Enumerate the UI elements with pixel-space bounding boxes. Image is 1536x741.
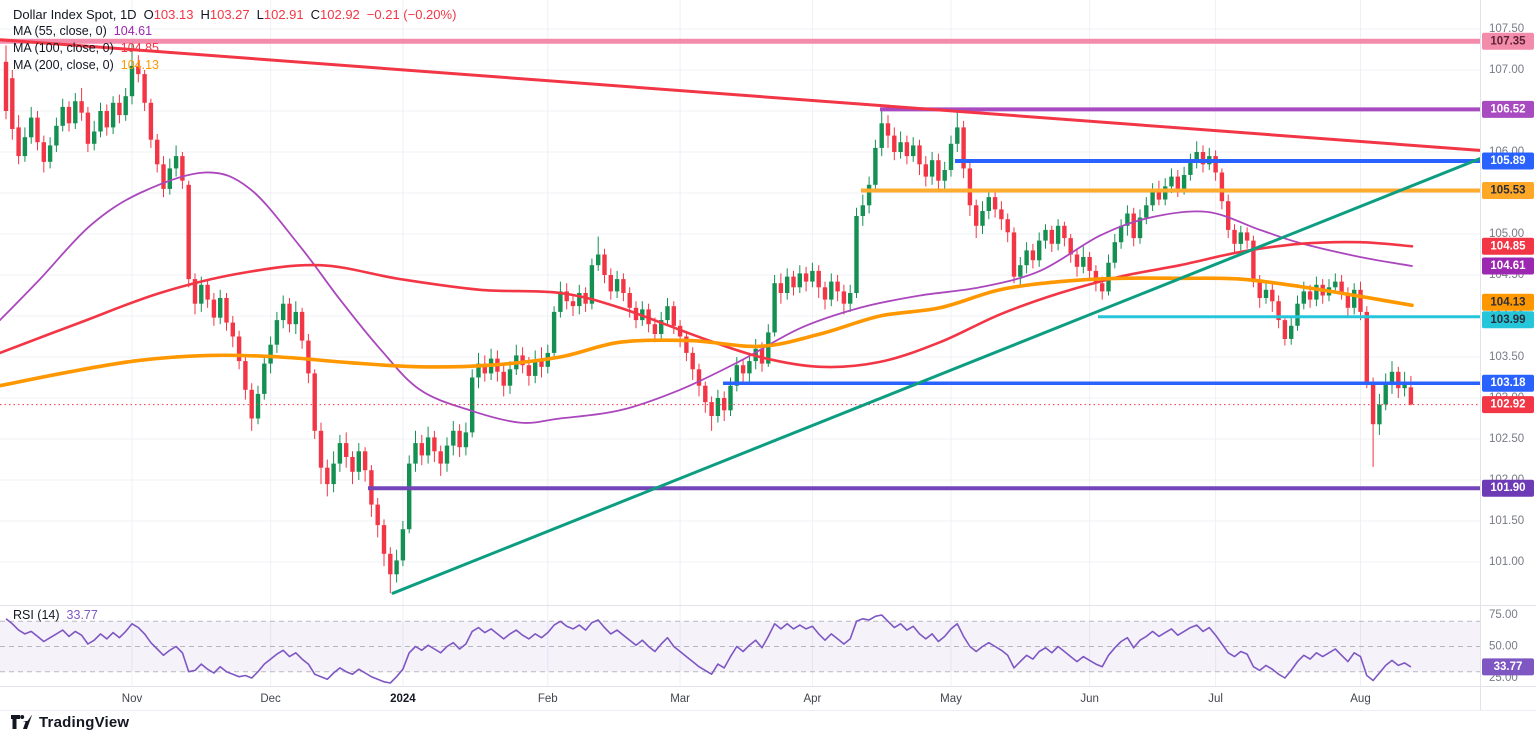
symbol-title-row[interactable]: Dollar Index Spot, 1D O103.13 H103.27 L102.…: [13, 6, 456, 23]
svg-text:105.00: 105.00: [1489, 228, 1524, 240]
svg-text:103.50: 103.50: [1489, 351, 1524, 363]
time-axis[interactable]: Nov Dec 2024 Feb Mar Apr May Jun Jul Aug: [122, 693, 1371, 705]
svg-text:50.00: 50.00: [1489, 641, 1518, 653]
svg-text:104.85: 104.85: [1490, 240, 1526, 252]
price-axis-labels: 107.35 106.52 105.89 105.53 104.85 104.61 104.…: [1482, 32, 1534, 676]
svg-text:106.52: 106.52: [1490, 103, 1525, 115]
ohlc-open-key: O: [143, 7, 154, 22]
ma100-label: MA (100, close, 0): [13, 41, 114, 55]
svg-text:Apr: Apr: [803, 693, 821, 705]
svg-text:101.50: 101.50: [1489, 515, 1524, 527]
ohlc-low-value: 102.91: [263, 7, 304, 22]
ma55-legend-row[interactable]: MA (55, close, 0) 104.61: [13, 23, 456, 40]
rsi-legend-row[interactable]: RSI (14) 33.77: [13, 607, 98, 623]
svg-text:104.13: 104.13: [1490, 296, 1525, 308]
svg-text:33.77: 33.77: [1494, 661, 1523, 673]
svg-text:101.00: 101.00: [1489, 556, 1524, 568]
ma-55-line[interactable]: [0, 171, 1413, 424]
svg-text:101.90: 101.90: [1490, 482, 1525, 494]
ma55-label: MA (55, close, 0): [13, 24, 107, 38]
svg-text:Mar: Mar: [670, 693, 690, 705]
ohlc-low-key: L: [256, 7, 264, 22]
ohlc-open-value: 103.13: [153, 7, 194, 22]
ma200-label: MA (200, close, 0): [13, 58, 114, 72]
price-change: −0.21 (−0.20%): [366, 7, 457, 22]
trendline-ascending-support[interactable]: [391, 157, 1482, 595]
symbol-legend: Dollar Index Spot, 1D O103.13 H103.27 L102.…: [13, 6, 456, 74]
svg-text:103.99: 103.99: [1490, 314, 1525, 326]
ohlc-close-value: 102.92: [320, 7, 360, 22]
trendline-descending-resistance[interactable]: [0, 38, 1482, 152]
svg-text:Jun: Jun: [1080, 693, 1099, 705]
svg-text:Aug: Aug: [1350, 693, 1370, 705]
svg-text:103.18: 103.18: [1490, 377, 1526, 389]
tradingview-brand-text: TradingView: [39, 713, 130, 731]
svg-text:75.00: 75.00: [1489, 609, 1518, 621]
ma-100-line[interactable]: [0, 240, 1414, 369]
ma200-value: 104.13: [120, 58, 159, 72]
rsi-value: 33.77: [66, 608, 98, 622]
svg-text:Jul: Jul: [1208, 693, 1223, 705]
svg-text:102.92: 102.92: [1490, 399, 1525, 411]
svg-text:May: May: [940, 693, 962, 705]
svg-text:105.53: 105.53: [1490, 185, 1525, 197]
svg-text:Dec: Dec: [260, 693, 281, 705]
rsi-band: [0, 620, 1480, 673]
svg-text:107.00: 107.00: [1489, 64, 1524, 76]
symbol-name: Dollar Index Spot, 1D: [13, 7, 137, 22]
tradingview-logo-icon: [11, 715, 32, 729]
ma55-value: 104.61: [113, 24, 153, 38]
ma100-legend-row[interactable]: MA (100, close, 0) 104.85: [13, 40, 456, 57]
ma200-legend-row[interactable]: MA (200, close, 0) 104.13: [13, 57, 456, 74]
candlestick-series: [3, 41, 1414, 594]
ohlc-high-key: H: [200, 7, 210, 22]
tradingview-logo[interactable]: TradingView: [10, 713, 129, 731]
svg-text:102.50: 102.50: [1489, 433, 1524, 445]
ohlc-high-value: 103.27: [209, 7, 250, 22]
svg-text:Nov: Nov: [122, 693, 143, 705]
gridlines: [0, 0, 1480, 686]
svg-text:2024: 2024: [390, 693, 416, 705]
svg-text:104.61: 104.61: [1490, 260, 1526, 272]
rsi-line[interactable]: [5, 614, 1412, 684]
rsi-label: RSI (14): [13, 608, 60, 622]
svg-text:Feb: Feb: [538, 693, 558, 705]
ma-200-line[interactable]: [0, 276, 1414, 388]
svg-text:107.50: 107.50: [1489, 23, 1524, 35]
ohlc-close-key: C: [310, 7, 321, 22]
ma100-value: 104.85: [120, 41, 159, 55]
svg-text:107.35: 107.35: [1490, 35, 1526, 47]
svg-text:105.89: 105.89: [1490, 155, 1525, 167]
